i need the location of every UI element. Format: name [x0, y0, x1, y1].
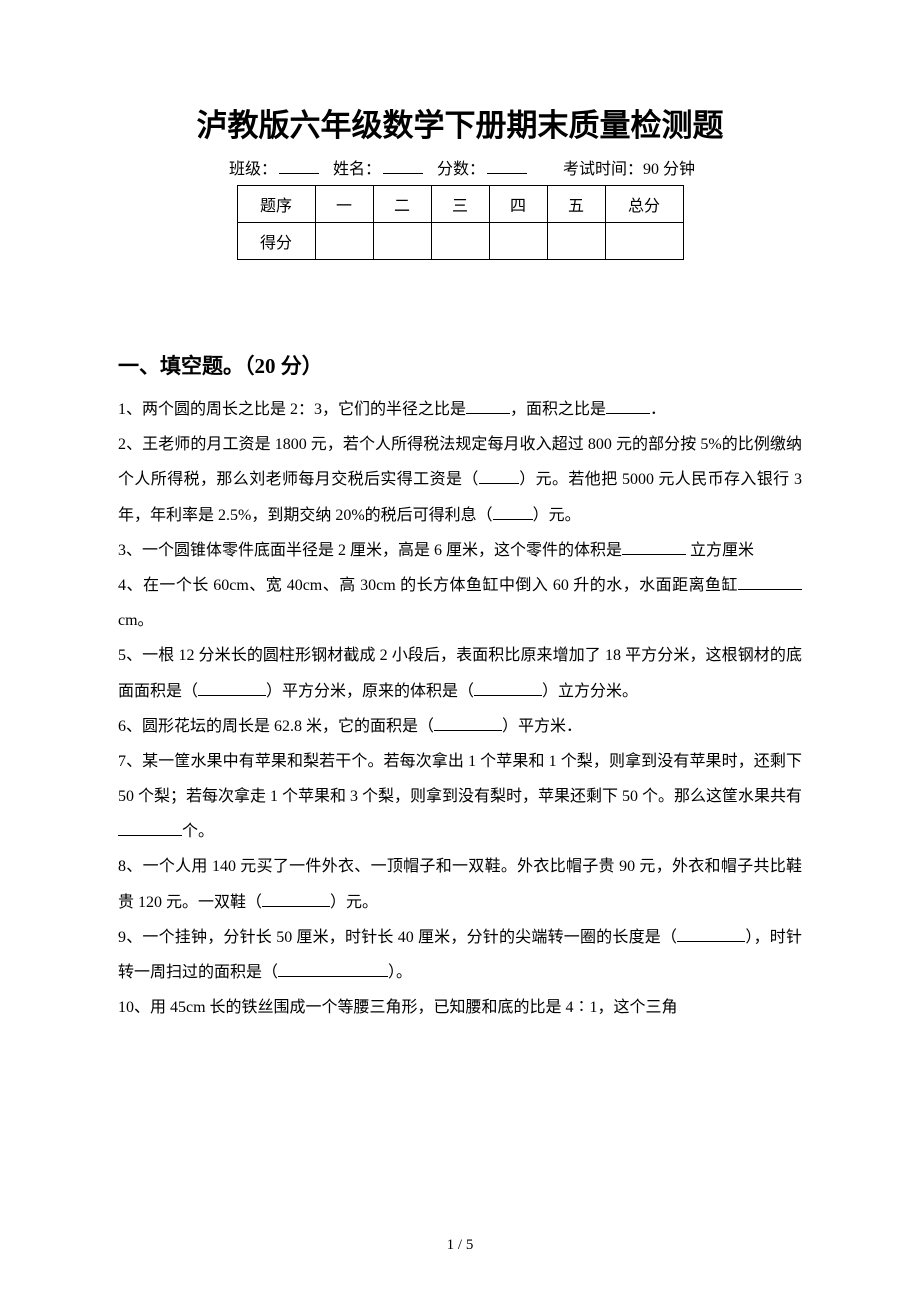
- info-line: 班级： 姓名： 分数： 考试时间：90 分钟: [118, 155, 802, 179]
- blank: [606, 413, 650, 414]
- q6-text: ）平方米．: [502, 718, 582, 735]
- score-cell: [315, 223, 373, 260]
- class-blank: [279, 173, 319, 174]
- blank: [738, 589, 802, 590]
- name-blank: [383, 173, 423, 174]
- score-label: 分数：: [437, 161, 485, 178]
- score-cell: [605, 223, 683, 260]
- section-title: 一、填空题。（20 分）: [118, 350, 802, 380]
- q1-text: 1、两个圆的周长之比是 2：3，它们的半径之比是: [118, 401, 466, 418]
- question-6: 6、圆形花坛的周长是 62.8 米，它的面积是（ ）平方米．: [118, 709, 802, 744]
- q5-text: ）立方分米。: [542, 683, 638, 700]
- table-header-row: 题序 一 二 三 四 五 总分: [237, 186, 683, 223]
- question-1: 1、两个圆的周长之比是 2：3，它们的半径之比是 ，面积之比是 ．: [118, 392, 802, 427]
- header-label: 题序: [237, 186, 315, 223]
- q1-text: ，面积之比是: [510, 401, 606, 418]
- q9-text: ）。: [388, 964, 412, 981]
- question-4: 4、在一个长 60cm、宽 40cm、高 30cm 的长方体鱼缸中倒入 60 升…: [118, 568, 802, 638]
- col-2: 二: [373, 186, 431, 223]
- question-3: 3、一个圆锥体零件底面半径是 2 厘米，高是 6 厘米，这个零件的体积是 立方厘…: [118, 533, 802, 568]
- question-9: 9、一个挂钟，分针长 50 厘米，时针长 40 厘米，分针的尖端转一圈的长度是（…: [118, 920, 802, 990]
- q5-text: ）平方分米，原来的体积是（: [266, 683, 474, 700]
- blank: [278, 976, 388, 977]
- score-cell: [431, 223, 489, 260]
- q3-text: 立方厘米: [690, 542, 754, 559]
- question-8: 8、一个人用 140 元买了一件外衣、一顶帽子和一双鞋。外衣比帽子贵 90 元，…: [118, 849, 802, 919]
- name-label: 姓名：: [333, 161, 381, 178]
- blank: [474, 695, 542, 696]
- score-row-label: 得分: [237, 223, 315, 260]
- q7-text: 个。: [182, 823, 214, 840]
- q4-text: 4、在一个长 60cm、宽 40cm、高 30cm 的长方体鱼缸中倒入 60 升…: [118, 577, 738, 594]
- blank: [677, 941, 745, 942]
- col-total: 总分: [605, 186, 683, 223]
- blank: [622, 554, 686, 555]
- col-1: 一: [315, 186, 373, 223]
- exam-time: 考试时间：90 分钟: [563, 161, 695, 178]
- score-blank: [487, 173, 527, 174]
- q10-text: 10、用 45cm 长的铁丝围成一个等腰三角形，已知腰和底的比是 4∶1，这个三…: [118, 999, 678, 1016]
- score-cell: [547, 223, 605, 260]
- q8-text: ）元。: [330, 894, 378, 911]
- blank: [493, 519, 533, 520]
- col-3: 三: [431, 186, 489, 223]
- question-5: 5、一根 12 分米长的圆柱形钢材截成 2 小段后，表面积比原来增加了 18 平…: [118, 638, 802, 708]
- q3-text: 3、一个圆锥体零件底面半径是 2 厘米，高是 6 厘米，这个零件的体积是: [118, 542, 622, 559]
- blank: [434, 730, 502, 731]
- blank: [466, 413, 510, 414]
- score-cell: [373, 223, 431, 260]
- question-7: 7、某一筐水果中有苹果和梨若干个。若每次拿出 1 个苹果和 1 个梨，则拿到没有…: [118, 744, 802, 850]
- q8-text: 8、一个人用 140 元买了一件外衣、一顶帽子和一双鞋。外衣比帽子贵 90 元，…: [118, 858, 802, 910]
- blank: [262, 906, 330, 907]
- question-2: 2、王老师的月工资是 1800 元，若个人所得税法规定每月收入超过 800 元的…: [118, 427, 802, 533]
- question-10: 10、用 45cm 长的铁丝围成一个等腰三角形，已知腰和底的比是 4∶1，这个三…: [118, 990, 802, 1025]
- q9-text: 9、一个挂钟，分针长 50 厘米，时针长 40 厘米，分针的尖端转一圈的长度是（: [118, 929, 677, 946]
- q4-text: cm。: [118, 612, 154, 629]
- score-table: 题序 一 二 三 四 五 总分 得分: [237, 185, 684, 260]
- q1-text: ．: [650, 401, 666, 418]
- table-score-row: 得分: [237, 223, 683, 260]
- col-4: 四: [489, 186, 547, 223]
- blank: [198, 695, 266, 696]
- q7-text: 7、某一筐水果中有苹果和梨若干个。若每次拿出 1 个苹果和 1 个梨，则拿到没有…: [118, 753, 802, 805]
- q2-text: ）元。: [533, 507, 581, 524]
- score-cell: [489, 223, 547, 260]
- q6-text: 6、圆形花坛的周长是 62.8 米，它的面积是（: [118, 718, 434, 735]
- blank: [118, 835, 182, 836]
- page-title: 泸教版六年级数学下册期末质量检测题: [118, 100, 802, 145]
- blank: [479, 483, 519, 484]
- page-footer: 1 / 5: [0, 1237, 920, 1254]
- class-label: 班级：: [229, 161, 277, 178]
- col-5: 五: [547, 186, 605, 223]
